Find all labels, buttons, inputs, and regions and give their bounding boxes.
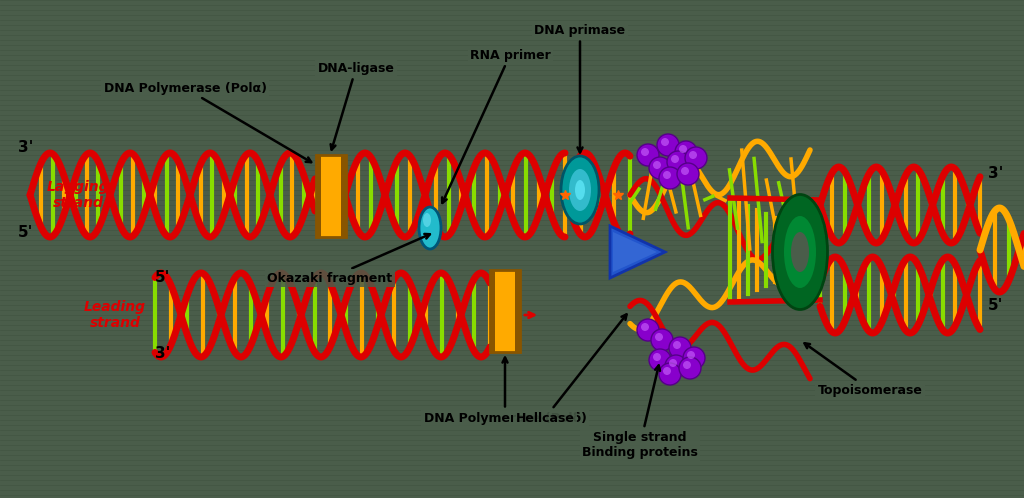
Text: Topoisomerase: Topoisomerase (805, 343, 923, 396)
Text: Hellcase: Hellcase (515, 314, 627, 424)
Circle shape (669, 359, 677, 367)
Circle shape (659, 363, 681, 385)
Circle shape (681, 167, 689, 175)
Circle shape (667, 151, 689, 173)
Ellipse shape (791, 232, 809, 272)
Text: 3': 3' (988, 166, 1004, 181)
Ellipse shape (575, 180, 585, 200)
Circle shape (649, 349, 671, 371)
Circle shape (657, 134, 679, 156)
Circle shape (675, 141, 697, 163)
Text: DNA primase: DNA primase (535, 23, 626, 152)
Polygon shape (613, 232, 657, 272)
Circle shape (651, 329, 673, 351)
Text: Leading
strand: Leading strand (84, 300, 146, 330)
Text: Okazaki fragment: Okazaki fragment (267, 234, 430, 284)
Circle shape (673, 341, 681, 349)
Circle shape (689, 151, 697, 159)
Text: 3': 3' (18, 140, 34, 155)
Ellipse shape (419, 207, 441, 249)
Polygon shape (610, 226, 665, 278)
Circle shape (677, 163, 699, 185)
Circle shape (649, 157, 671, 179)
Circle shape (663, 367, 671, 375)
Bar (341, 155, 346, 237)
Text: DNA Polymerase (Polα): DNA Polymerase (Polα) (103, 82, 311, 162)
Circle shape (679, 357, 701, 379)
Ellipse shape (784, 216, 816, 288)
Circle shape (653, 161, 662, 169)
Circle shape (665, 355, 687, 377)
Circle shape (663, 171, 671, 179)
Bar (490, 270, 495, 352)
Bar (490, 270, 520, 352)
Circle shape (637, 144, 659, 166)
Text: 5': 5' (18, 225, 34, 240)
Circle shape (641, 323, 649, 331)
Ellipse shape (772, 195, 827, 309)
Text: 5': 5' (988, 298, 1004, 313)
Circle shape (653, 353, 662, 361)
Ellipse shape (423, 213, 431, 227)
Circle shape (662, 138, 669, 146)
Text: 5': 5' (155, 270, 170, 285)
Text: Lagging
strand: Lagging strand (47, 180, 110, 210)
Circle shape (685, 147, 707, 169)
Bar (316, 155, 346, 237)
Ellipse shape (569, 169, 591, 211)
Circle shape (683, 347, 705, 369)
Text: 3': 3' (155, 346, 170, 361)
Text: DNA-ligase: DNA-ligase (317, 61, 394, 150)
Bar (316, 155, 321, 237)
Circle shape (683, 361, 691, 369)
Bar (515, 270, 520, 352)
Circle shape (669, 337, 691, 359)
Circle shape (655, 333, 663, 341)
Text: RNA primer: RNA primer (442, 48, 550, 203)
Circle shape (659, 167, 681, 189)
Ellipse shape (561, 156, 599, 224)
Circle shape (641, 148, 649, 156)
Circle shape (637, 319, 659, 341)
Circle shape (679, 145, 687, 153)
Text: DNA Polymerase (Polδ): DNA Polymerase (Polδ) (424, 358, 587, 424)
Circle shape (671, 155, 679, 163)
Circle shape (687, 351, 695, 359)
Text: Single strand
Binding proteins: Single strand Binding proteins (582, 366, 698, 459)
